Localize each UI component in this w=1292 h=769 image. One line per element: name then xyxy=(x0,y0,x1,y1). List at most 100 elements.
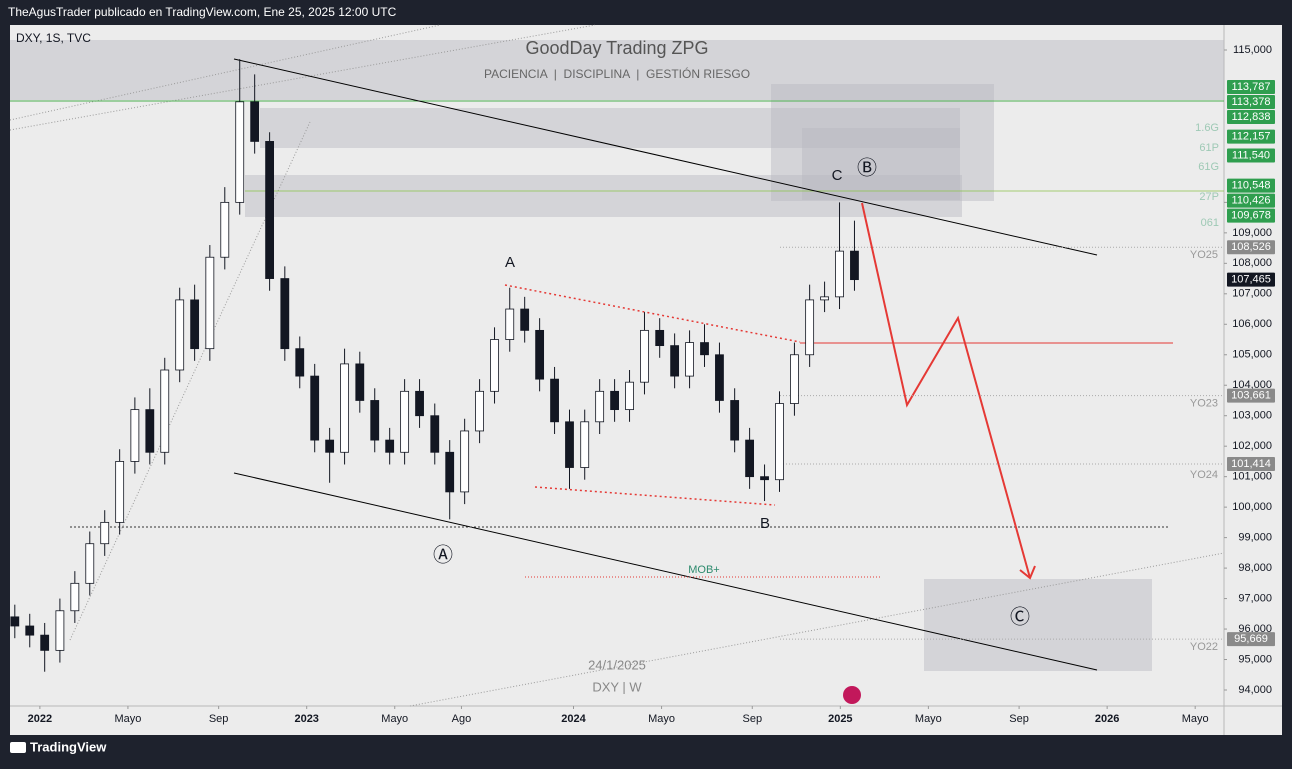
wave-label: B xyxy=(760,515,770,532)
price-badge xyxy=(1227,148,1275,163)
candle-body xyxy=(595,390,605,423)
y-tick-label: 99,000 xyxy=(1238,532,1272,544)
price-badge xyxy=(1227,94,1275,109)
candle-body xyxy=(820,296,829,301)
candle-body xyxy=(205,256,215,350)
zone xyxy=(245,175,962,217)
y-tick-label: 107,000 xyxy=(1232,288,1272,300)
price-badge-label: 112,157 xyxy=(1232,131,1271,143)
candle-body xyxy=(400,390,410,453)
candle-body xyxy=(370,400,380,441)
y-tick-label: 97,000 xyxy=(1238,592,1272,604)
x-tick-label: Mayo xyxy=(381,713,408,725)
price-badge-label: 103,661 xyxy=(1231,389,1271,401)
price-badge-label: 113,378 xyxy=(1232,96,1271,108)
price-badge xyxy=(1227,208,1275,223)
candle-body xyxy=(40,634,50,651)
y-tick-label: 103,000 xyxy=(1232,410,1272,422)
price-badge xyxy=(1227,193,1275,208)
candle-body xyxy=(625,381,634,411)
y-tick-label: 100,000 xyxy=(1232,501,1272,513)
candle-body xyxy=(445,451,455,493)
candle-body xyxy=(520,308,530,331)
candle-body xyxy=(385,439,395,453)
zone xyxy=(802,128,960,200)
price-badge-label: 109,678 xyxy=(1231,210,1271,222)
fib-label: 61P xyxy=(1199,142,1219,154)
symbol-label: DXY | W xyxy=(592,679,642,694)
y-tick-label: 102,000 xyxy=(1232,440,1272,452)
price-badge-label: 110,426 xyxy=(1232,195,1271,207)
candle-body xyxy=(535,329,545,380)
candle-body xyxy=(265,141,275,279)
candle-body xyxy=(805,299,815,356)
price-badge xyxy=(1227,109,1275,124)
date-label: 24/1/2025 xyxy=(588,657,646,672)
levels: YO25 YO23 YO24 YO22 xyxy=(780,246,1224,653)
candle-body xyxy=(175,299,185,371)
x-tick-label: Ago xyxy=(452,713,472,725)
price-badge xyxy=(1227,240,1275,255)
event-icon[interactable] xyxy=(843,686,861,704)
fib-label: 1.6G xyxy=(1195,122,1219,134)
fib-label: 61G xyxy=(1198,161,1219,173)
price-badge xyxy=(1227,632,1275,647)
candle-body xyxy=(715,354,724,401)
price-badge-label: 113,787 xyxy=(1232,81,1271,93)
candle-body xyxy=(490,339,499,392)
candle-body xyxy=(850,250,859,281)
price-badge-label: 107,465 xyxy=(1231,274,1271,286)
publisher: TheAgusTrader publicado en TradingView.c… xyxy=(8,5,397,19)
price-badge-label: 110,548 xyxy=(1232,180,1271,192)
y-tick-label: 105,000 xyxy=(1232,349,1272,361)
candle-body xyxy=(655,329,665,347)
brand[interactable]: TradingView xyxy=(10,739,107,754)
candle-body xyxy=(100,521,110,545)
x-tick-label: Mayo xyxy=(1182,713,1209,725)
candle-body xyxy=(550,378,559,423)
y-tick-label: 108,000 xyxy=(1232,257,1272,269)
zone xyxy=(10,40,1224,100)
price-badge-label: 101,414 xyxy=(1231,458,1271,470)
wave-label: Ⓒ xyxy=(1010,605,1030,628)
channel-top xyxy=(233,58,1098,256)
trend-line xyxy=(9,24,596,131)
fib-labels: 1.6G 61P 61G 27P 061 xyxy=(1195,122,1219,229)
x-tick-label: 2026 xyxy=(1095,713,1119,725)
subtitle: PACIENCIA | DISCIPLINA | GESTIÓN RIESGO xyxy=(484,66,750,81)
candle-body xyxy=(475,390,484,432)
candle-body xyxy=(10,616,20,627)
candle-body xyxy=(220,201,230,258)
candle-body xyxy=(310,375,320,441)
candle-body xyxy=(25,625,35,636)
brand-logo xyxy=(10,742,26,753)
level-label: YO23 xyxy=(1190,397,1218,409)
projection xyxy=(861,202,1031,579)
annotations: A B C Ⓐ Ⓑ Ⓒ MOB+ 24/1/2025 DXY | W xyxy=(433,156,1030,694)
x-tick-label: Sep xyxy=(209,713,229,725)
zones xyxy=(10,40,1224,671)
y-tick-label: 106,000 xyxy=(1232,318,1272,330)
price-badge xyxy=(1227,79,1275,94)
y-tick-label: 96,000 xyxy=(1238,623,1272,635)
x-tick-label: Mayo xyxy=(915,713,942,725)
chart-title: GoodDay Trading ZPG xyxy=(525,38,708,58)
price-badge-label: 112,838 xyxy=(1232,111,1271,123)
y-tick-label: 98,000 xyxy=(1238,562,1272,574)
symbol: DXY, 1S, TVC xyxy=(16,31,91,45)
x-tick-label: 2022 xyxy=(28,713,52,725)
zone xyxy=(924,579,1152,671)
candle-body xyxy=(70,582,80,612)
candles xyxy=(10,59,859,672)
y-tick-label: 104,000 xyxy=(1232,379,1272,391)
price-badge xyxy=(1227,129,1275,144)
candle-body xyxy=(835,250,844,298)
trend-line xyxy=(9,24,441,121)
flag-bottom xyxy=(534,486,776,506)
trend-line xyxy=(69,121,311,641)
wave-label: Ⓑ xyxy=(857,156,877,179)
candle-body xyxy=(115,461,125,523)
price-badge-label: 108,526 xyxy=(1231,241,1271,253)
candle-body xyxy=(190,299,200,350)
